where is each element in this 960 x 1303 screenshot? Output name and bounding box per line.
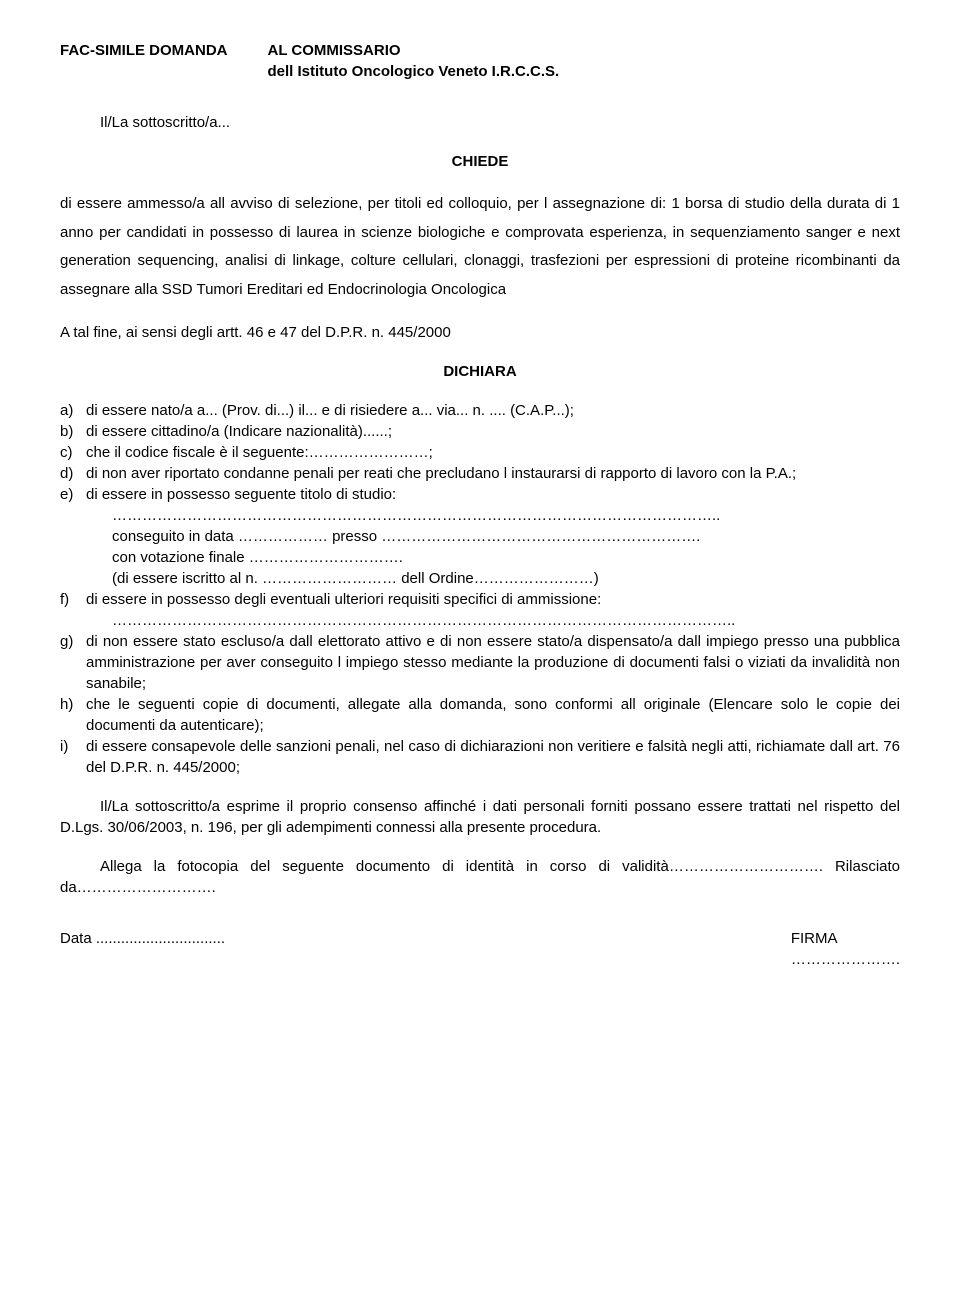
list-marker: b) [60,421,86,442]
list-item: conseguito in data ……………… presso …………………… [60,526,900,547]
list-item: h)che le seguenti copie di documenti, al… [60,694,900,736]
dichiara-label: DICHIARA [60,361,900,382]
intro-line: Il/La sottoscritto/a... [60,112,900,133]
list-item: e)di essere in possesso seguente titolo … [60,484,900,505]
list-marker: f) [60,589,86,610]
list-text: di essere cittadino/a (Indicare nazional… [86,421,900,442]
list-text: di essere consapevole delle sanzioni pen… [86,736,900,778]
list-text: con votazione finale …………………………. [86,547,900,568]
list-marker: g) [60,631,86,652]
list-text: che le seguenti copie di documenti, alle… [86,694,900,736]
list-text: (di essere iscritto al n. ……………………… dell… [86,568,900,589]
list-item: i)di essere consapevole delle sanzioni p… [60,736,900,778]
header-left: FAC-SIMILE DOMANDA [60,40,268,82]
chiede-label: CHIEDE [60,151,900,172]
list-item: b)di essere cittadino/a (Indicare nazion… [60,421,900,442]
list-marker: a) [60,400,86,421]
list-item: (di essere iscritto al n. ……………………… dell… [60,568,900,589]
list-item: c)che il codice fiscale è il seguente:……… [60,442,900,463]
list-marker: h) [60,694,86,715]
dichiara-list: a)di essere nato/a a... (Prov. di...) il… [60,400,900,778]
list-item: a)di essere nato/a a... (Prov. di...) il… [60,400,900,421]
list-item: …………………………………………………………………………………………………………… [60,505,900,526]
list-item: f)di essere in possesso degli eventuali … [60,589,900,610]
attach-paragraph: Allega la fotocopia del seguente documen… [60,856,900,898]
list-text: di non aver riportato condanne penali pe… [86,463,900,484]
consent-paragraph: Il/La sottoscritto/a esprime il proprio … [60,796,900,838]
list-item: g)di non essere stato escluso/a dall ele… [60,631,900,694]
footer-row: Data ............................... FIR… [60,928,900,970]
footer-firma-dots: …………………. [791,949,900,970]
list-text: conseguito in data ……………… presso …………………… [86,526,900,547]
talfine: A tal fine, ai sensi degli artt. 46 e 47… [60,322,900,343]
list-text: di non essere stato escluso/a dall elett… [86,631,900,694]
list-marker: e) [60,484,86,505]
list-marker: i) [60,736,86,757]
header-right-line2: dell Istituto Oncologico Veneto I.R.C.C.… [268,61,901,82]
list-text: che il codice fiscale è il seguente:…………… [86,442,900,463]
list-item: d)di non aver riportato condanne penali … [60,463,900,484]
footer-firma: FIRMA [791,928,900,949]
list-text: …………………………………………………………………………………………………………… [86,610,900,631]
list-text: di essere in possesso seguente titolo di… [86,484,900,505]
list-marker: d) [60,463,86,484]
list-item: …………………………………………………………………………………………………………… [60,610,900,631]
list-text: di essere in possesso degli eventuali ul… [86,589,900,610]
header: FAC-SIMILE DOMANDA AL COMMISSARIO dell I… [60,40,900,82]
chiede-body: di essere ammesso/a all avviso di selezi… [60,190,900,304]
list-text: …………………………………………………………………………………………………………… [86,505,900,526]
footer-data: Data ............................... [60,928,225,970]
list-text: di essere nato/a a... (Prov. di...) il..… [86,400,900,421]
header-right-line1: AL COMMISSARIO [268,40,901,61]
list-marker: c) [60,442,86,463]
footer-firma-block: FIRMA …………………. [791,928,900,970]
header-right: AL COMMISSARIO dell Istituto Oncologico … [268,40,901,82]
list-item: con votazione finale …………………………. [60,547,900,568]
